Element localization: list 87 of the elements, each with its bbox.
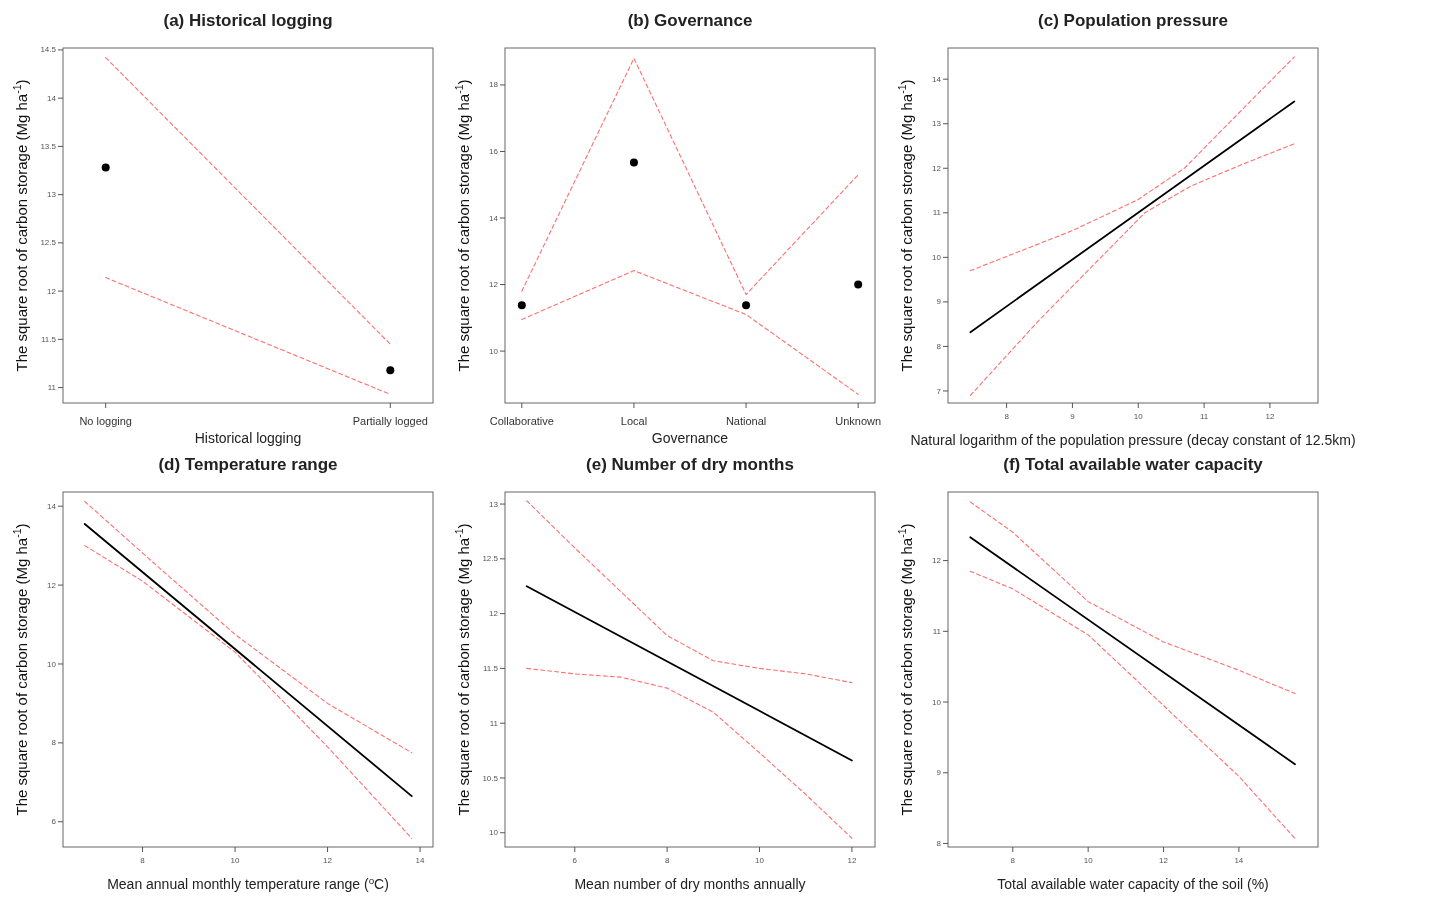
x-tick-label: 12 [323, 856, 333, 865]
y-tick-label: 9 [936, 297, 942, 307]
y-tick-label: 16 [489, 147, 499, 157]
y-tick-label: 10.5 [482, 773, 499, 783]
line-series [526, 667, 853, 839]
y-tick-label: 14 [932, 74, 942, 84]
y-tick-label: 8 [936, 341, 942, 351]
y-tick-label: 11 [47, 383, 57, 393]
point [517, 301, 526, 310]
y-tick-label: 8 [51, 738, 57, 748]
x-tick-label: 8 [140, 856, 146, 865]
y-tick-label: 14 [47, 501, 57, 511]
y-tick-label: 13 [47, 190, 57, 200]
chart-title: (e) Number of dry months [586, 455, 794, 474]
y-tick-label: 12 [932, 556, 942, 566]
y-tick-label: 12 [47, 286, 57, 296]
x-tick-label: 6 [572, 856, 578, 865]
x-tick-label: 10 [1133, 412, 1144, 421]
line-series [521, 57, 859, 296]
x-tick-label: Unknown [835, 415, 882, 427]
line-series [969, 143, 1295, 396]
y-tick-label: 7 [936, 386, 942, 396]
x-axis-title: Mean number of dry months annually [574, 876, 806, 892]
x-axis-title: Natural logarithm of the population pressure (decay constant of 12.5km) [910, 432, 1356, 448]
y-tick-label: 14.5 [40, 45, 57, 55]
y-tick-label: 11.5 [41, 334, 57, 344]
x-tick-label: 12 [1265, 412, 1275, 421]
y-tick-label: 18 [489, 80, 499, 90]
x-tick-label: Local [620, 415, 648, 427]
point [629, 158, 638, 167]
y-tick-label: 10 [47, 659, 57, 669]
y-tick-label: 12 [489, 280, 499, 290]
y-tick-label: 12 [489, 609, 499, 619]
x-tick-label: 8 [1010, 856, 1016, 865]
line-series [969, 501, 1296, 695]
y-tick-label: 13 [489, 499, 499, 509]
chart-title: (f) Total available water capacity [1003, 455, 1264, 474]
y-tick-label: 14 [489, 213, 499, 223]
y-tick-label: 10 [932, 697, 942, 707]
line-series [521, 270, 859, 395]
y-tick-label: 11.5 [483, 663, 499, 673]
x-axis-title: Total available water capacity of the soil (%) [997, 876, 1269, 892]
y-tick-label: 12 [47, 580, 57, 590]
y-tick-label: 14 [47, 93, 57, 103]
y-tick-label: 10 [489, 828, 499, 838]
y-tick-label: 6 [51, 817, 57, 827]
x-tick-label: 10 [755, 856, 765, 865]
line-series [84, 545, 413, 839]
line-series [969, 56, 1295, 272]
chart-title: (a) Historical logging [163, 11, 333, 30]
x-tick-label: 12 [847, 856, 857, 865]
x-axis-title: Governance [651, 430, 729, 446]
y-tick-label: 12.5 [482, 554, 499, 564]
chart-title: (b) Governance [627, 11, 753, 30]
point [854, 280, 863, 289]
x-tick-label: National [725, 415, 767, 427]
x-tick-label: 14 [415, 856, 426, 865]
x-axis-title: Historical logging [194, 430, 302, 446]
y-tick-label: 12 [932, 163, 942, 173]
x-tick-label: Partially logged [352, 415, 428, 427]
x-tick-label: 10 [230, 856, 241, 865]
point [742, 301, 751, 310]
chart-title: (c) Population pressure [1038, 11, 1228, 30]
x-tick-label: 12 [1159, 856, 1169, 865]
y-tick-label: 11 [489, 718, 499, 728]
x-tick-label: 11 [1199, 412, 1209, 421]
y-tick-label: 10 [932, 252, 942, 262]
x-tick-label: 8 [664, 856, 670, 865]
y-tick-label: 13 [932, 119, 942, 129]
x-tick-label: 8 [1004, 412, 1010, 421]
y-tick-label: 13.5 [40, 141, 57, 151]
line-series [84, 500, 413, 754]
y-tick-label: 9 [936, 768, 942, 778]
x-tick-label: Collaborative [489, 415, 554, 427]
y-tick-label: 12.5 [40, 238, 57, 248]
x-tick-label: 14 [1234, 856, 1244, 865]
y-tick-label: 11 [932, 208, 942, 218]
x-tick-label: 9 [1070, 412, 1076, 421]
x-axis-title: Mean annual monthly temperature range ($^{o}$C) [107, 874, 389, 892]
x-tick-label: 10 [1083, 856, 1094, 865]
line-series [526, 500, 853, 684]
y-tick-label: 11 [932, 626, 942, 636]
y-tick-label: 8 [936, 839, 942, 849]
x-tick-label: No logging [79, 415, 132, 427]
chart-title: (d) Temperature range [158, 455, 338, 474]
y-tick-label: 10 [489, 346, 499, 356]
line-series [969, 570, 1296, 840]
